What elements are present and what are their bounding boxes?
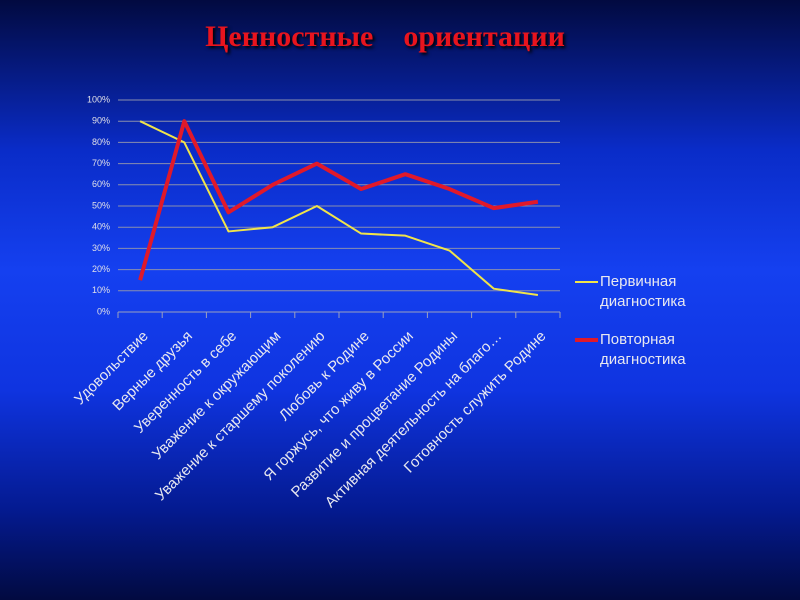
y-tick-label: 90%	[92, 116, 110, 126]
y-tick-label: 20%	[92, 264, 110, 274]
y-tick-label: 70%	[92, 158, 110, 168]
series-line	[138, 119, 539, 281]
series-line	[139, 120, 539, 297]
chart-title: Ценностные ориентации	[205, 20, 565, 53]
y-tick-label: 80%	[92, 137, 110, 147]
y-tick-label: 100%	[87, 94, 110, 104]
y-tick-label: 30%	[92, 243, 110, 253]
y-tick-label: 50%	[92, 200, 110, 210]
x-tick-label: Верные друзья	[109, 328, 196, 415]
y-tick-label: 0%	[97, 306, 110, 316]
y-tick-label: 10%	[92, 285, 110, 295]
legend-label: Повторная диагностика	[600, 331, 686, 368]
y-tick-label: 60%	[92, 179, 110, 189]
legend-label: Первичная диагностика	[600, 273, 686, 310]
x-tick-label: Удовольствие	[71, 328, 152, 409]
y-tick-label: 40%	[92, 222, 110, 232]
